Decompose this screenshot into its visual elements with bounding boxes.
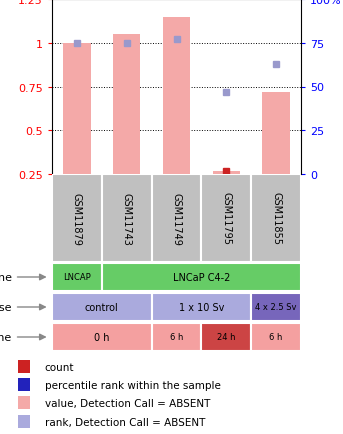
- Text: percentile rank within the sample: percentile rank within the sample: [45, 380, 221, 390]
- Text: LNCaP C4-2: LNCaP C4-2: [173, 273, 230, 283]
- Bar: [113, 35, 140, 174]
- Text: value, Detection Call = ABSENT: value, Detection Call = ABSENT: [45, 398, 210, 408]
- Bar: [213, 171, 240, 174]
- Bar: [152, 323, 201, 351]
- Bar: [201, 174, 251, 263]
- Text: dose: dose: [0, 302, 12, 312]
- Bar: [251, 174, 301, 263]
- Text: GSM11879: GSM11879: [72, 192, 82, 245]
- Text: 6 h: 6 h: [269, 333, 283, 342]
- Bar: [262, 92, 290, 174]
- Bar: [52, 174, 102, 263]
- Text: GSM11855: GSM11855: [271, 192, 281, 245]
- Bar: [152, 174, 201, 263]
- Text: 24 h: 24 h: [217, 333, 236, 342]
- Text: control: control: [85, 302, 119, 312]
- Text: 1 x 10 Sv: 1 x 10 Sv: [179, 302, 224, 312]
- Text: 6 h: 6 h: [170, 333, 183, 342]
- Bar: [18, 415, 30, 428]
- Bar: [201, 323, 251, 351]
- Bar: [18, 378, 30, 391]
- Bar: [52, 293, 152, 321]
- Text: GSM11749: GSM11749: [172, 192, 181, 245]
- Text: LNCAP: LNCAP: [63, 273, 91, 282]
- Bar: [102, 174, 152, 263]
- Bar: [18, 360, 30, 374]
- Bar: [163, 17, 190, 174]
- Bar: [18, 396, 30, 409]
- Bar: [52, 263, 102, 291]
- Text: 4 x 2.5 Sv: 4 x 2.5 Sv: [255, 303, 297, 312]
- Bar: [63, 44, 91, 174]
- Text: cell line: cell line: [0, 273, 12, 283]
- Bar: [251, 323, 301, 351]
- Text: 0 h: 0 h: [94, 332, 109, 342]
- Text: rank, Detection Call = ABSENT: rank, Detection Call = ABSENT: [45, 417, 205, 427]
- Bar: [152, 293, 251, 321]
- Bar: [52, 323, 152, 351]
- Bar: [251, 293, 301, 321]
- Text: time: time: [0, 332, 12, 342]
- Text: GSM11743: GSM11743: [122, 192, 132, 245]
- Bar: [102, 263, 301, 291]
- Text: GSM11795: GSM11795: [221, 192, 231, 245]
- Text: count: count: [45, 362, 74, 372]
